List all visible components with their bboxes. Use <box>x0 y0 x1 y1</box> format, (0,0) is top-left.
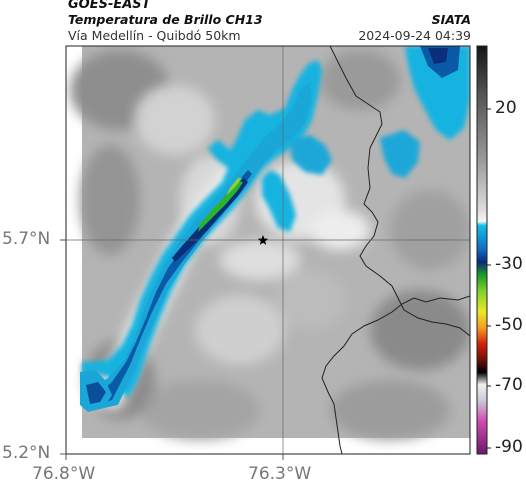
colorbar-tick-label: 20 <box>495 98 517 118</box>
colorbar-tick-label: -90 <box>495 437 523 457</box>
convective-cloud-band <box>80 46 470 412</box>
lat-tick-label: 5.7°N <box>2 229 51 249</box>
timestamp-label: 2024-09-24 04:39 <box>358 28 471 43</box>
lat-tick-label: 5.2°N <box>2 443 51 463</box>
colorbar-tick-label: -70 <box>495 375 523 395</box>
route-subtitle: Vía Medellín - Quibdó 50km <box>68 28 241 43</box>
colorbar-tick-label: -30 <box>495 254 523 274</box>
satellite-title: GOES-EAST <box>68 0 151 12</box>
product-title: Temperatura de Brillo CH13 <box>68 12 263 27</box>
colorbar-tick-label: -50 <box>495 315 523 335</box>
organization-label: SIATA <box>431 12 471 27</box>
lon-tick-label: 76.8°W <box>32 464 96 484</box>
star-icon <box>257 235 269 245</box>
imagery-texture <box>70 50 470 440</box>
coastline <box>329 46 470 337</box>
map-border <box>65 45 471 455</box>
colorbar <box>476 45 488 455</box>
border-line <box>321 295 470 454</box>
lon-tick-label: 76.3°W <box>248 464 312 484</box>
